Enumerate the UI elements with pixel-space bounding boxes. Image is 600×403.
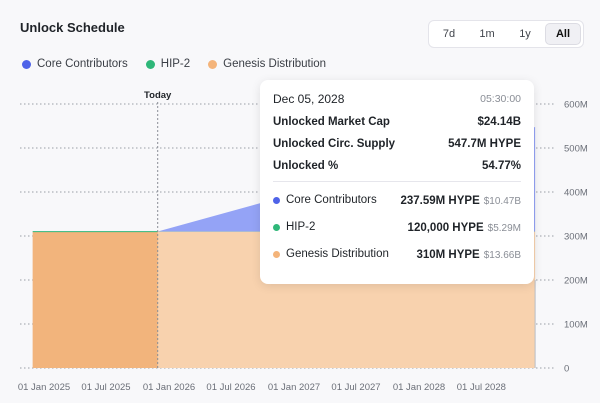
tooltip-dot (273, 250, 280, 258)
tooltip-series-usd: $10.47B (483, 196, 521, 207)
x-tick-label: 01 Jan 2027 (268, 382, 320, 393)
y-tick-label: 400M (564, 188, 588, 199)
legend-item-core-contributors[interactable]: Core Contributors (22, 58, 128, 70)
tooltip-series-genesis-distribution: Genesis Distribution (273, 248, 389, 260)
x-tick-label: 01 Jul 2028 (457, 382, 506, 393)
legend-label: Core Contributors (37, 58, 128, 70)
range-all-button[interactable]: All (545, 23, 581, 45)
tooltip-dot (273, 196, 280, 204)
y-tick-label: 200M (564, 276, 588, 287)
legend-label: Genesis Distribution (223, 58, 327, 70)
tooltip-series-label: Core Contributors (286, 194, 377, 206)
x-tick-label: 01 Jul 2025 (81, 382, 130, 393)
tooltip-stat-label: Unlocked Market Cap (273, 116, 390, 128)
range-1y-button[interactable]: 1y (519, 28, 531, 40)
tooltip-divider (273, 181, 521, 182)
tooltip-time: 05:30:00 (480, 93, 521, 105)
tooltip-stat-label: Unlocked Circ. Supply (273, 138, 396, 150)
y-tick-label: 600M (564, 100, 588, 111)
time-range-selector: 7d 1m 1y All (428, 20, 584, 48)
x-tick-label: 01 Jan 2025 (18, 382, 70, 393)
legend-item-hip-2[interactable]: HIP-2 (145, 58, 191, 70)
tooltip-series-hip-2: HIP-2 (273, 221, 315, 233)
x-tick-label: 01 Jan 2028 (393, 382, 445, 393)
tooltip-date: Dec 05, 2028 (273, 92, 345, 106)
tooltip-stat-value: 54.77% (481, 160, 521, 172)
tooltip-series-usd: $5.29M (487, 223, 521, 234)
today-label: Today (144, 90, 172, 101)
legend-label: HIP-2 (160, 58, 191, 70)
legend-dot-hip-2 (145, 59, 155, 69)
x-tick-label: 01 Jan 2026 (143, 382, 195, 393)
tooltip-series-usd: $13.66B (483, 250, 521, 261)
tooltip-series-amount: 237.59M HYPE (400, 195, 480, 207)
y-tick-label: 0 (564, 364, 569, 375)
tooltip-dot (273, 223, 280, 231)
tooltip-stat-value: 547.7M HYPE (448, 138, 521, 150)
tooltip-series-label: HIP-2 (286, 221, 316, 233)
range-1m-button[interactable]: 1m (479, 28, 495, 40)
tooltip-series-core-contributors: Core Contributors (273, 194, 377, 206)
tooltip-stat-label: Unlocked % (273, 160, 339, 172)
tooltip-series-amount: 120,000 HYPE (407, 222, 484, 234)
legend-dot-core-contributors (22, 59, 31, 69)
chart-legend: Core Contributors HIP-2 Genesis Distribu… (22, 58, 326, 70)
chart-tooltip: Dec 05, 2028 05:30:00 Unlocked Market Ca… (260, 80, 534, 284)
legend-dot-genesis-distribution (208, 59, 218, 69)
legend-item-genesis-distribution[interactable]: Genesis Distribution (208, 58, 326, 70)
chart-title: Unlock Schedule (20, 20, 125, 35)
area-genesis-highlight (32, 231, 158, 368)
x-tick-label: 01 Jul 2027 (331, 382, 380, 393)
tooltip-series-amount: 310M HYPE (416, 249, 480, 261)
tooltip-series-label: Genesis Distribution (286, 248, 389, 260)
y-tick-label: 300M (564, 232, 588, 243)
tooltip-stat-value: $24.14B (477, 116, 521, 128)
y-tick-label: 500M (564, 144, 588, 155)
x-tick-label: 01 Jul 2026 (206, 382, 255, 393)
range-7d-button[interactable]: 7d (442, 28, 456, 40)
y-tick-label: 100M (564, 320, 588, 331)
